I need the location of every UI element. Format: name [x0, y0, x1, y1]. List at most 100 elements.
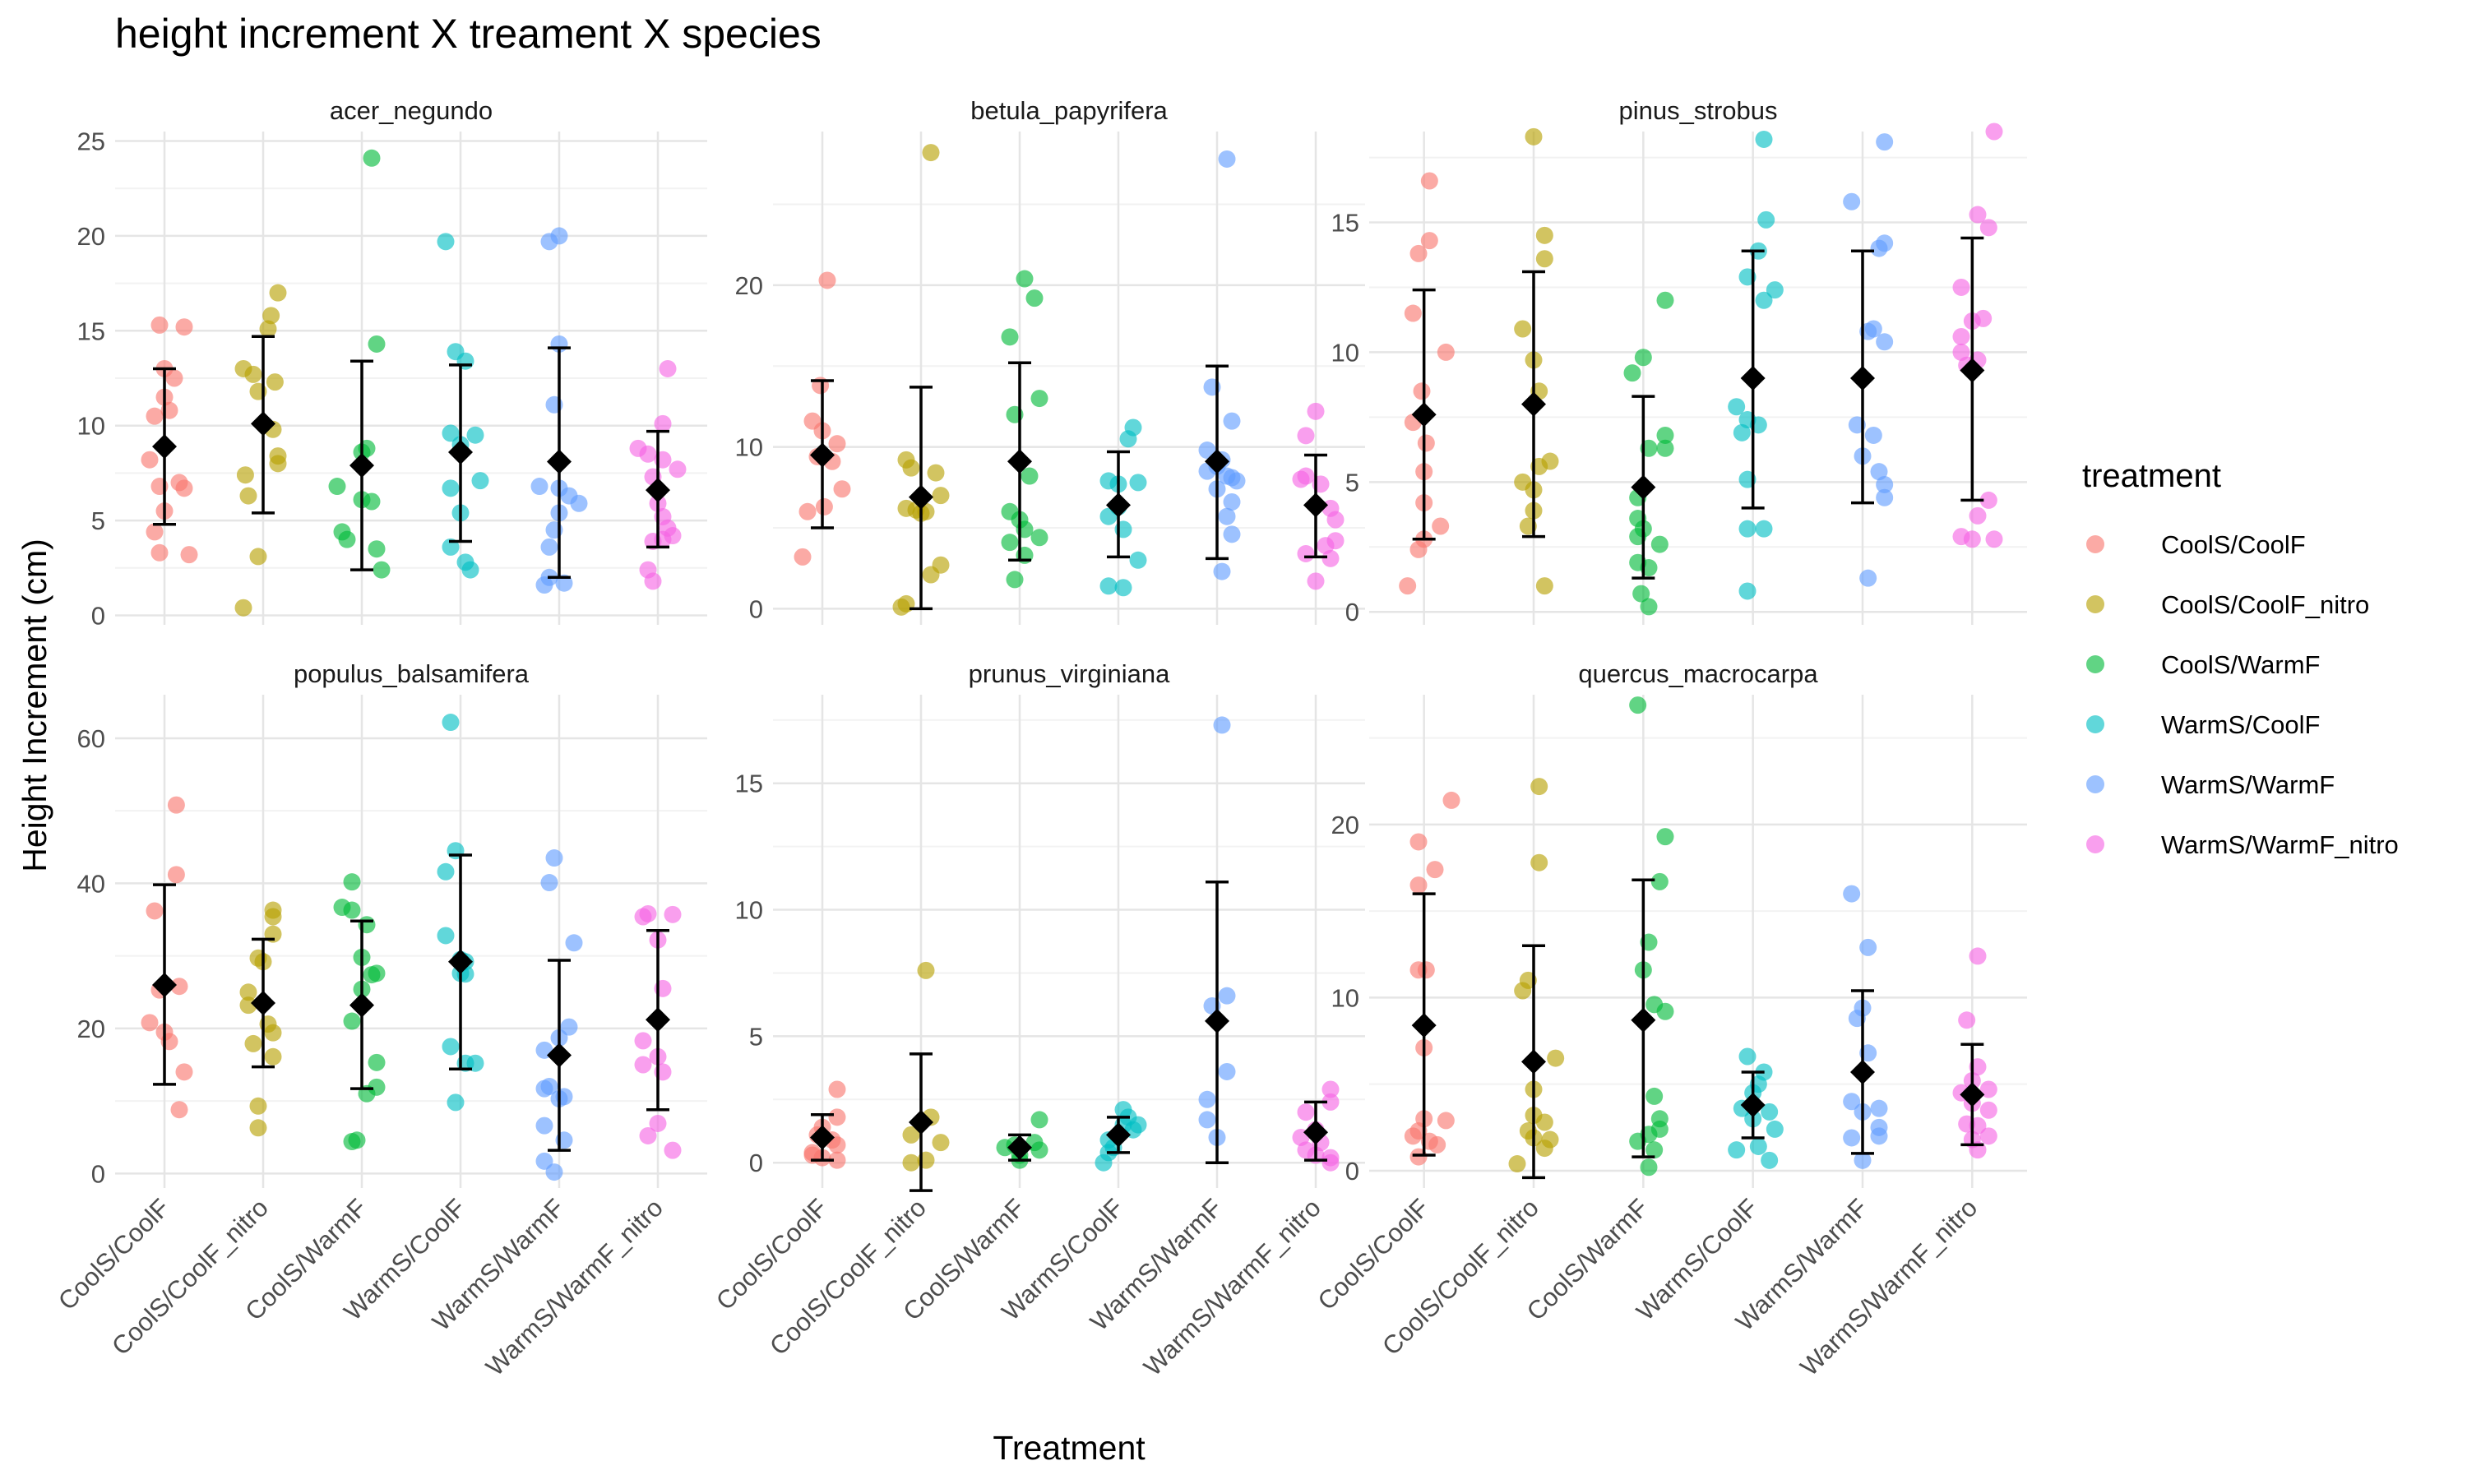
- data-point: [1409, 540, 1428, 558]
- mean-marker: [349, 992, 374, 1018]
- mean-marker: [1521, 391, 1546, 417]
- mean-marker: [1205, 1008, 1229, 1033]
- data-point: [1974, 309, 1993, 327]
- data-point: [264, 1024, 282, 1042]
- mean-marker: [1850, 366, 1875, 391]
- data-point: [1437, 343, 1455, 361]
- y-axis-title: Height Increment (cm): [16, 539, 53, 872]
- data-point: [1640, 598, 1658, 616]
- mean-marker: [1960, 358, 1985, 383]
- data-point: [146, 523, 164, 541]
- mean-marker: [909, 484, 933, 510]
- data-point: [540, 538, 558, 556]
- data-point: [1738, 582, 1757, 600]
- data-point: [1952, 343, 1970, 361]
- data-point: [368, 540, 386, 558]
- data-point: [1198, 1090, 1216, 1108]
- x-tick-label: WarmS/WarmF_nitro: [1138, 1193, 1326, 1381]
- data-point: [1317, 537, 1335, 555]
- data-point: [1952, 278, 1970, 296]
- legend-entry: CoolS/CoolF_nitro: [2086, 590, 2369, 619]
- data-point: [1766, 281, 1784, 299]
- data-point: [1198, 442, 1216, 460]
- data-point: [461, 561, 479, 579]
- mean-marker: [251, 411, 275, 437]
- data-point: [1307, 402, 1325, 420]
- data-point: [1437, 1112, 1455, 1130]
- data-point: [1417, 434, 1435, 452]
- data-point: [1640, 1158, 1658, 1177]
- data-point: [167, 866, 185, 884]
- y-tick-label: 0: [1345, 1157, 1359, 1186]
- data-point: [437, 233, 455, 251]
- data-point: [1656, 291, 1674, 309]
- data-point: [1755, 130, 1773, 148]
- data-point: [1876, 475, 1894, 493]
- data-point: [170, 978, 188, 996]
- data-point: [1859, 938, 1877, 956]
- data-point: [922, 566, 940, 584]
- data-point: [1514, 320, 1532, 338]
- data-point: [1870, 1099, 1888, 1117]
- y-tick-label: 0: [749, 594, 763, 623]
- data-point: [249, 1119, 267, 1137]
- data-point: [343, 1012, 361, 1030]
- data-point: [1535, 226, 1553, 244]
- data-point: [1321, 1093, 1340, 1111]
- y-tick-label: 25: [77, 127, 105, 156]
- data-point: [1650, 872, 1669, 890]
- y-tick-label: 10: [77, 412, 105, 441]
- data-point: [634, 1056, 652, 1074]
- legend-label: WarmS/WarmF: [2161, 770, 2335, 799]
- data-point: [239, 996, 257, 1015]
- mean-marker: [1411, 402, 1437, 428]
- data-point: [1025, 289, 1044, 307]
- data-point: [1958, 1011, 1976, 1029]
- x-tick-label: WarmS/WarmF_nitro: [1794, 1193, 1983, 1381]
- data-point: [259, 320, 277, 338]
- data-point: [1645, 1141, 1664, 1159]
- data-point: [1749, 1137, 1767, 1155]
- data-point: [1228, 472, 1246, 490]
- data-point: [1870, 239, 1888, 257]
- y-tick-label: 5: [1345, 468, 1359, 497]
- mean-marker: [1740, 1092, 1766, 1117]
- data-point: [1114, 579, 1132, 597]
- data-point: [363, 966, 381, 984]
- data-point: [1297, 1103, 1315, 1121]
- data-point: [1645, 1087, 1664, 1105]
- data-point: [150, 316, 169, 334]
- y-tick-label: 15: [1331, 209, 1359, 238]
- data-point: [1843, 1093, 1861, 1111]
- data-point: [1979, 1101, 1997, 1119]
- data-point: [1864, 426, 1882, 444]
- data-point: [249, 548, 267, 566]
- data-point: [244, 1034, 262, 1052]
- data-point: [1656, 439, 1674, 457]
- data-point: [902, 1153, 920, 1172]
- x-tick-label: CoolS/CoolF: [1312, 1193, 1435, 1315]
- data-point: [1001, 328, 1019, 346]
- data-point: [1979, 1080, 1997, 1098]
- legend-swatch: [2086, 775, 2104, 793]
- data-point: [917, 961, 935, 979]
- data-point: [1297, 544, 1315, 562]
- data-point: [1198, 1111, 1216, 1129]
- data-point: [794, 548, 812, 566]
- data-point: [1969, 947, 1987, 965]
- data-point: [1634, 349, 1652, 367]
- data-point: [442, 1038, 460, 1056]
- data-point: [833, 480, 851, 498]
- mean-marker: [1303, 492, 1328, 518]
- data-point: [1428, 1135, 1446, 1153]
- data-point: [932, 487, 950, 505]
- data-point: [1321, 549, 1340, 567]
- data-point: [892, 598, 910, 616]
- y-tick-label: 20: [77, 1015, 105, 1043]
- y-tick-label: 60: [77, 724, 105, 753]
- data-point: [1952, 327, 1970, 345]
- data-point: [828, 1080, 846, 1098]
- data-point: [1843, 1129, 1861, 1147]
